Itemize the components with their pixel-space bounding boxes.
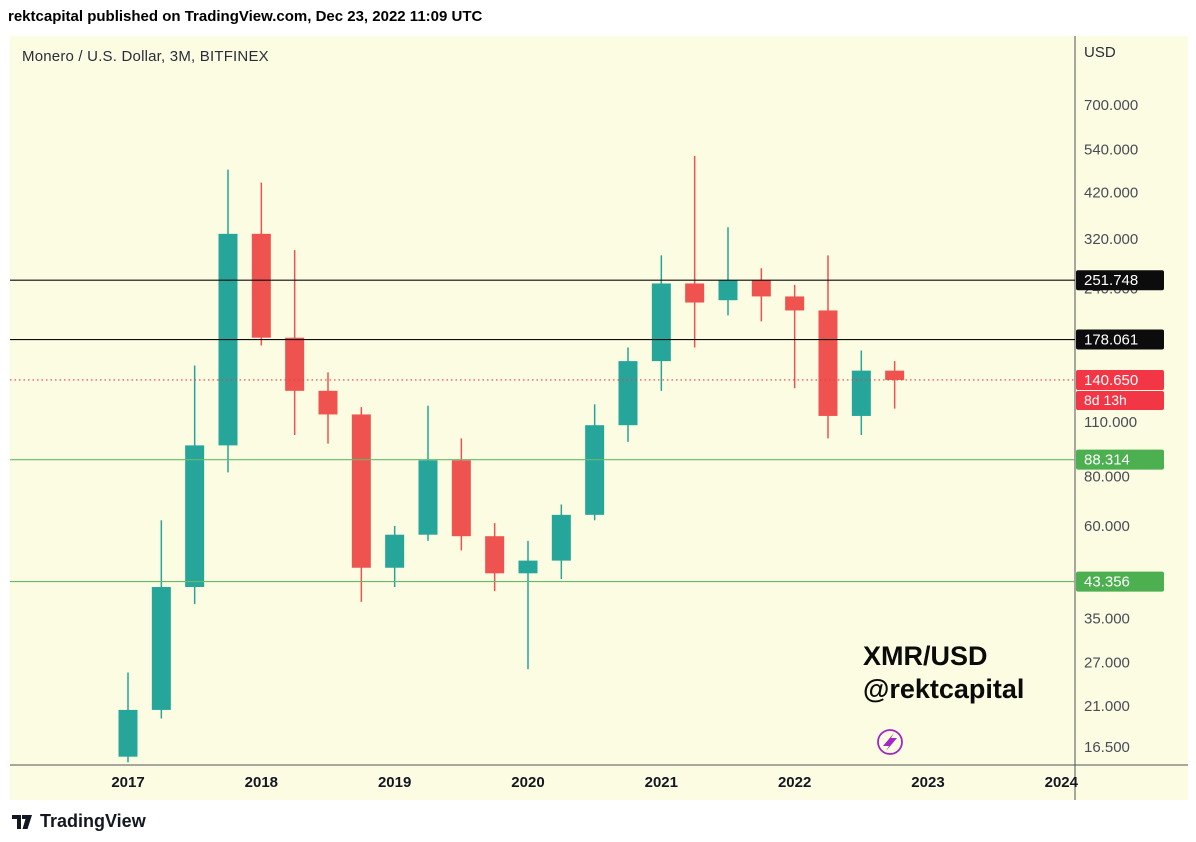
candle-body <box>118 709 138 757</box>
x-axis-tick-year: 2018 <box>245 774 278 791</box>
tradingview-logo-icon <box>12 815 32 829</box>
y-axis-tick: 540.000 <box>1084 141 1138 158</box>
x-axis-tick-year: 2024 <box>1045 774 1079 791</box>
candle-body <box>851 370 871 416</box>
price-level-badge <box>1076 449 1164 470</box>
publish-info-bar: rektcapital published on TradingView.com… <box>0 0 1196 32</box>
candle-body <box>751 280 771 297</box>
candle-body <box>485 536 505 574</box>
current-price-label: 140.650 <box>1084 372 1138 389</box>
tradingview-brand-text: TradingView <box>40 810 146 831</box>
flash-icon <box>883 733 897 751</box>
flash-icon-circle <box>877 729 903 755</box>
y-axis-tick: 110.000 <box>1084 414 1137 431</box>
chart-frame: USD700.000540.000420.000320.000240.00011… <box>10 36 1188 800</box>
candle-countdown-label: 8d 13h <box>1084 392 1127 408</box>
price-level-badge <box>1076 571 1164 592</box>
y-axis-tick: 700.000 <box>1084 97 1138 114</box>
candle-body <box>151 587 171 710</box>
price-level-badge <box>1076 270 1164 291</box>
candle-body <box>318 390 338 415</box>
candle-body <box>685 283 705 303</box>
y-axis-tick: 21.000 <box>1084 698 1130 715</box>
y-axis-tick: 80.000 <box>1084 469 1130 486</box>
x-axis-tick-year: 2019 <box>378 774 411 791</box>
x-axis-tick-year: 2017 <box>111 774 144 791</box>
chart-title: Monero / U.S. Dollar, 3M, BITFINEX <box>22 48 269 65</box>
publish-info-text: rektcapital published on TradingView.com… <box>8 7 483 25</box>
candle-body <box>885 370 905 380</box>
candle-body <box>385 534 405 568</box>
price-chart: USD700.000540.000420.000320.000240.00011… <box>10 36 1188 800</box>
x-axis-tick-year: 2021 <box>645 774 678 791</box>
watermark-author: @rektcapital <box>863 673 1025 704</box>
price-level-badge <box>1076 329 1164 350</box>
candle-body <box>351 414 371 568</box>
candle-body <box>785 296 805 311</box>
price-level-label: 251.748 <box>1084 272 1138 289</box>
candle-body <box>285 337 305 391</box>
tradingview-link[interactable]: TradingView <box>10 810 146 832</box>
y-axis-tick: 60.000 <box>1084 518 1130 535</box>
watermark-pair: XMR/USD <box>863 641 988 671</box>
current-price-badge <box>1076 369 1164 390</box>
candle-body <box>251 233 271 338</box>
price-level-label: 43.356 <box>1084 574 1130 591</box>
y-axis-tick: 420.000 <box>1084 185 1138 202</box>
price-level-label: 178.061 <box>1084 332 1138 349</box>
y-axis-tick: 27.000 <box>1084 655 1130 672</box>
candle-body <box>618 361 638 426</box>
candle-body <box>651 283 671 362</box>
x-axis-tick-year: 2022 <box>778 774 811 791</box>
candle-body <box>551 514 571 561</box>
chart-watermark: XMR/USD @rektcapital <box>863 640 1024 706</box>
footer-bar: TradingView <box>0 800 1196 842</box>
candle-countdown-badge <box>1076 390 1164 410</box>
candle-body <box>585 425 605 515</box>
candle-body <box>818 310 838 416</box>
candle-body <box>418 460 438 535</box>
candle-body <box>718 280 738 301</box>
y-axis-tick: 16.500 <box>1084 739 1130 756</box>
y-axis-tick: 320.000 <box>1084 231 1138 248</box>
axis-currency-label: USD <box>1084 44 1116 61</box>
price-level-label: 88.314 <box>1084 452 1130 469</box>
x-axis-tick-year: 2020 <box>511 774 544 791</box>
candle-body <box>451 460 471 537</box>
x-axis-tick-year: 2023 <box>911 774 944 791</box>
y-axis-tick: 35.000 <box>1084 610 1130 627</box>
candle-body <box>185 445 205 588</box>
candle-body <box>518 560 538 574</box>
